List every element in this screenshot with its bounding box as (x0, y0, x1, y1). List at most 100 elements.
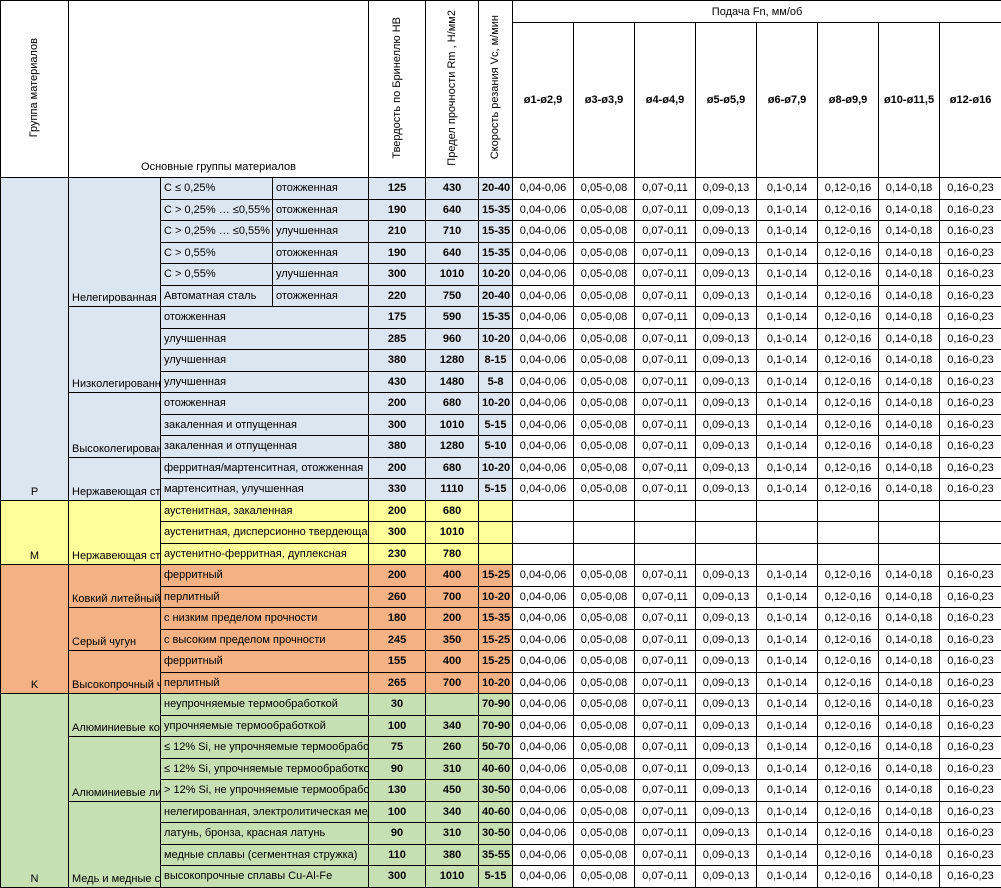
material-name: Высокопрочный чугун (69, 651, 161, 694)
feed-value-d3: 0,07-0,11 (635, 264, 696, 286)
hardness-value: 230 (369, 543, 426, 565)
feed-value-d4: 0,09-0,13 (696, 780, 757, 802)
feed-value-d5: 0,1-0,14 (757, 264, 818, 286)
feed-value-d6: 0,12-0,16 (818, 479, 879, 501)
header-feed-title: Подача Fn, мм/об (513, 1, 1001, 23)
feed-value-d5: 0,1-0,14 (757, 328, 818, 350)
header-strength: Предел прочности Rm , Н/мм2 (426, 1, 479, 178)
strength-value: 260 (426, 737, 479, 759)
feed-value-d3 (635, 522, 696, 544)
feed-value-d5: 0,1-0,14 (757, 651, 818, 673)
strength-value: 1110 (426, 479, 479, 501)
strength-value: 340 (426, 715, 479, 737)
feed-value-d8: 0,16-0,23 (940, 242, 1001, 264)
feed-value-d7: 0,14-0,18 (879, 307, 940, 329)
feed-value-d5 (757, 543, 818, 565)
feed-value-d1: 0,04-0,06 (513, 565, 574, 587)
feed-value-d2: 0,05-0,08 (574, 565, 635, 587)
header-hardness: Твердость по Бринеллю HB (369, 1, 426, 178)
feed-value-d4: 0,09-0,13 (696, 758, 757, 780)
feed-value-d6: 0,12-0,16 (818, 414, 879, 436)
cutting-speed-value: 70-90 (479, 715, 513, 737)
material-carbon: Автоматная сталь (161, 285, 273, 307)
feed-value-d2: 0,05-0,08 (574, 823, 635, 845)
hardness-value: 300 (369, 866, 426, 888)
feed-value-d8: 0,16-0,23 (940, 844, 1001, 866)
material-condition: улучшенная (161, 350, 369, 372)
feed-value-d6: 0,12-0,16 (818, 457, 879, 479)
material-state: отожженная (273, 285, 369, 307)
feed-value-d2: 0,05-0,08 (574, 844, 635, 866)
feed-value-d2: 0,05-0,08 (574, 328, 635, 350)
material-condition: перлитный (161, 586, 369, 608)
feed-value-d3: 0,07-0,11 (635, 844, 696, 866)
feed-value-d8: 0,16-0,23 (940, 199, 1001, 221)
strength-value: 450 (426, 780, 479, 802)
cutting-speed-value: 40-60 (479, 758, 513, 780)
cutting-speed-value: 5-10 (479, 436, 513, 458)
table-row: Медь и медные сплавынелегированная, элек… (1, 801, 1001, 823)
feed-value-d1: 0,04-0,06 (513, 479, 574, 501)
cutting-speed-value (479, 500, 513, 522)
feed-value-d1: 0,04-0,06 (513, 801, 574, 823)
feed-value-d5: 0,1-0,14 (757, 479, 818, 501)
feed-value-d1: 0,04-0,06 (513, 328, 574, 350)
feed-value-d4: 0,09-0,13 (696, 715, 757, 737)
feed-value-d2: 0,05-0,08 (574, 264, 635, 286)
cutting-speed-value: 5-15 (479, 866, 513, 888)
feed-value-d2 (574, 522, 635, 544)
hardness-value: 200 (369, 500, 426, 522)
feed-value-d4: 0,09-0,13 (696, 651, 757, 673)
material-condition: с высоким пределом прочности (161, 629, 369, 651)
hardness-value: 380 (369, 350, 426, 372)
material-name: Медь и медные сплавы (69, 801, 161, 887)
feed-value-d7: 0,14-0,18 (879, 672, 940, 694)
feed-value-d3: 0,07-0,11 (635, 565, 696, 587)
cutting-speed-value: 15-35 (479, 307, 513, 329)
material-name: Ковкий литейный чугун (69, 565, 161, 608)
feed-value-d1: 0,04-0,06 (513, 178, 574, 200)
feed-value-d7: 0,14-0,18 (879, 436, 940, 458)
feed-value-d6: 0,12-0,16 (818, 758, 879, 780)
feed-value-d1: 0,04-0,06 (513, 866, 574, 888)
feed-value-d1: 0,04-0,06 (513, 672, 574, 694)
feed-value-d1: 0,04-0,06 (513, 457, 574, 479)
material-carbon: C > 0,25% … ≤0,55% (161, 221, 273, 243)
feed-value-d1: 0,04-0,06 (513, 393, 574, 415)
feed-value-d8: 0,16-0,23 (940, 479, 1001, 501)
feed-value-d5: 0,1-0,14 (757, 629, 818, 651)
feed-value-d8: 0,16-0,23 (940, 457, 1001, 479)
strength-value: 1010 (426, 522, 479, 544)
feed-value-d2: 0,05-0,08 (574, 651, 635, 673)
feed-value-d8: 0,16-0,23 (940, 350, 1001, 372)
feed-value-d7 (879, 543, 940, 565)
feed-value-d7: 0,14-0,18 (879, 844, 940, 866)
feed-value-d5: 0,1-0,14 (757, 866, 818, 888)
feed-value-d5: 0,1-0,14 (757, 737, 818, 759)
feed-value-d1: 0,04-0,06 (513, 629, 574, 651)
material-condition: ≤ 12% Si, не упрочняемые термообработкой (161, 737, 369, 759)
feed-value-d3: 0,07-0,11 (635, 285, 696, 307)
cutting-speed-value (479, 522, 513, 544)
feed-value-d6: 0,12-0,16 (818, 844, 879, 866)
feed-value-d7 (879, 522, 940, 544)
strength-value: 340 (426, 801, 479, 823)
feed-value-d4: 0,09-0,13 (696, 844, 757, 866)
feed-value-d1: 0,04-0,06 (513, 844, 574, 866)
feed-value-d4: 0,09-0,13 (696, 672, 757, 694)
feed-value-d6: 0,12-0,16 (818, 264, 879, 286)
strength-value: 780 (426, 543, 479, 565)
feed-value-d5: 0,1-0,14 (757, 242, 818, 264)
feed-value-d6: 0,12-0,16 (818, 242, 879, 264)
feed-value-d6: 0,12-0,16 (818, 866, 879, 888)
material-state: отожженная (273, 242, 369, 264)
header-strength-label: Предел прочности Rm , Н/мм2 (447, 10, 458, 166)
feed-value-d3 (635, 500, 696, 522)
feed-value-d4 (696, 522, 757, 544)
feed-value-d4: 0,09-0,13 (696, 221, 757, 243)
feed-value-d7: 0,14-0,18 (879, 221, 940, 243)
material-state: улучшенная (273, 264, 369, 286)
material-condition: закаленная и отпущенная (161, 414, 369, 436)
